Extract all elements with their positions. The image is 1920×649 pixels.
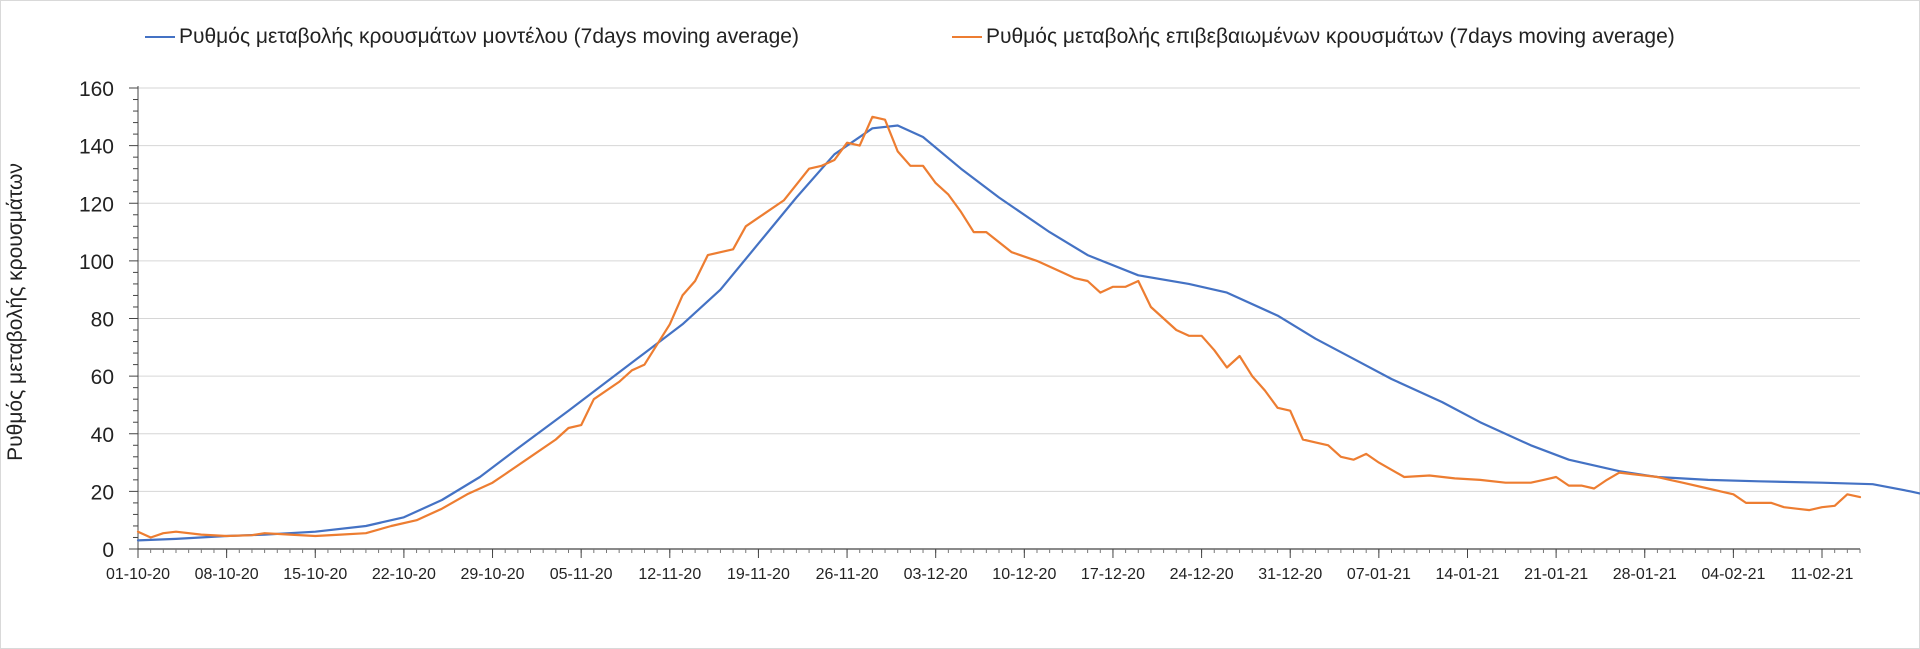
y-tick-label: 20: [91, 481, 114, 504]
y-tick-label: 160: [79, 78, 114, 101]
x-tick-label: 17-12-20: [1081, 566, 1145, 583]
x-tick-label: 04-02-21: [1701, 566, 1765, 583]
y-axis-label: Ρυθμός μεταβολής κρουσμάτων: [4, 163, 27, 461]
x-tick-label: 05-11-20: [550, 566, 613, 583]
x-tick-label: 24-12-20: [1170, 566, 1234, 583]
y-tick-label: 0: [102, 539, 114, 562]
x-tick-label: 11-02-21: [1791, 566, 1854, 583]
x-tick-label: 15-10-20: [283, 566, 347, 583]
legend-item-confirmed[interactable]: Ρυθμός μεταβολής επιβεβαιωμένων κρουσμάτ…: [952, 22, 1675, 52]
x-tick-label: 21-01-21: [1524, 566, 1588, 583]
series-line-model: [136, 124, 1920, 542]
x-tick-label: 22-10-20: [372, 566, 436, 583]
legend-label-confirmed: Ρυθμός μεταβολής επιβεβαιωμένων κρουσμάτ…: [986, 25, 1675, 48]
x-tick-label: 03-12-20: [904, 566, 968, 583]
gridlines: [138, 87, 1860, 492]
series-line-confirmed: [136, 115, 1862, 539]
y-tick-label: 60: [91, 366, 114, 389]
x-tick-label: 19-11-20: [727, 566, 790, 583]
x-tick-label: 14-01-21: [1435, 566, 1499, 583]
x-tick-label: 07-01-21: [1347, 566, 1411, 583]
legend-swatch-confirmed: [952, 36, 982, 38]
y-tick-label: 40: [91, 424, 114, 447]
y-tick-label: 120: [79, 193, 114, 216]
x-axis-ticks: 01-10-20 08-10-20 15-10-20 22-10-20 29-10-20…: [106, 549, 1861, 583]
x-tick-label: 31-12-20: [1258, 566, 1322, 583]
axes: [137, 86, 1860, 550]
legend-swatch-model: [145, 36, 175, 38]
x-tick-label: 10-12-20: [992, 566, 1056, 583]
y-tick-label: 100: [79, 251, 114, 274]
legend-item-model[interactable]: Ρυθμός μεταβολής κρουσμάτων μοντέλου (7d…: [145, 22, 799, 52]
y-axis-ticks: 0 20 40 60 80 100 120 140 160: [79, 78, 138, 562]
x-tick-label: 01-10-20: [106, 566, 170, 583]
x-tick-label: 08-10-20: [195, 566, 259, 583]
x-tick-label: 26-11-20: [816, 566, 879, 583]
x-tick-label: 29-10-20: [461, 566, 525, 583]
x-tick-label: 12-11-20: [638, 566, 701, 583]
series-lines: [136, 115, 1920, 542]
legend-label-model: Ρυθμός μεταβολής κρουσμάτων μοντέλου (7d…: [179, 25, 799, 48]
y-tick-label: 80: [91, 309, 114, 332]
y-tick-label: 140: [79, 136, 114, 159]
x-tick-label: 28-01-21: [1613, 566, 1677, 583]
